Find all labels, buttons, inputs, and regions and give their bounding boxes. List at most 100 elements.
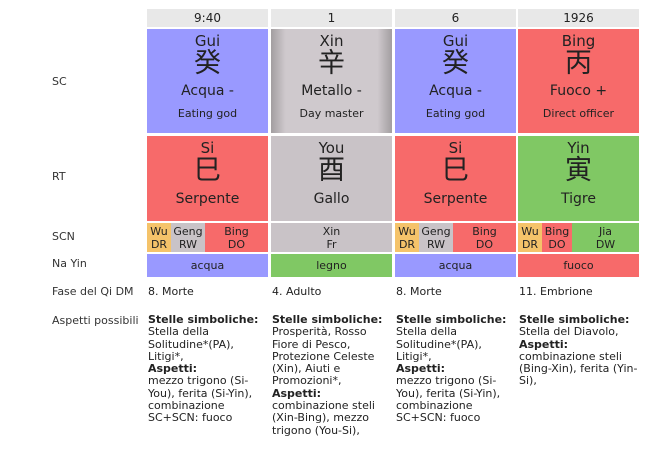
scn-stem: Bing [224,225,249,238]
aspetti-year: Stelle simboliche: Stella del Diavolo, A… [519,313,641,388]
row-label-sc: SC [52,75,67,88]
scn-role: RW [426,238,446,251]
sc-hanzi: 辛 [318,48,345,79]
row-label-aspetti: Aspetti possibili [52,314,139,327]
row-label-nayin: Na Yin [52,257,87,270]
row-label-rt: RT [52,170,66,183]
sc-hanzi: 丙 [565,48,592,79]
scn-stem: Jia [598,225,613,238]
scn-role: Fr [326,238,337,251]
scn-month-item-1: Geng RW [419,223,453,252]
sc-element: Fuoco + [549,83,608,99]
fase-month: 8. Morte [396,285,442,298]
scn-year-item-2: Jia DW [572,223,639,252]
scn-role: DR [150,238,168,251]
scn-role: DO [548,238,566,251]
rt-animal: Serpente [423,191,488,207]
sc-element: Metallo - [301,83,362,99]
aspetti-list: mezzo trigono (Si-You), ferita (Si-Yin),… [396,374,501,425]
row-label-fase: Fase del Qi DM [52,285,134,298]
fase-year: 11. Embrione [519,285,593,298]
column-header-year: 1926 [518,9,639,27]
fase-day: 4. Adulto [272,285,322,298]
scn-hour-item-0: Wu DR [147,223,171,252]
scn-hour-item-1: Geng RW [171,223,205,252]
rt-animal: Tigre [561,191,596,207]
rt-cell-day: You 酉 Gallo [271,136,392,221]
rt-hanzi: 巳 [194,155,221,186]
sc-cell-month: Gui 癸 Acqua - Eating god [395,29,516,133]
stelle-title: Stelle simboliche: [519,313,630,326]
sc-cell-hour: Gui 癸 Acqua - Eating god [147,29,268,133]
sc-role: Direct officer [542,107,615,120]
fase-hour: 8. Morte [148,285,194,298]
sc-pinyin: Gui [442,32,469,50]
rt-animal: Serpente [175,191,240,207]
scn-year-item-0: Wu DR [518,223,542,252]
sc-hanzi: 癸 [194,48,221,79]
nayin-hour: acqua [147,254,268,277]
sc-role: Eating god [425,107,486,120]
scn-year-item-1: Bing DO [542,223,572,252]
nayin-day: legno [271,254,392,277]
aspetti-list: mezzo trigono (Si-You), ferita (Si-Yin),… [148,374,253,425]
scn-hour-item-2: Bing DO [205,223,268,252]
sc-element: Acqua - [181,83,234,99]
aspetti-title: Aspetti: [148,362,198,376]
rt-hanzi: 寅 [565,155,592,186]
sc-role: Eating god [177,107,238,120]
rt-animal: Gallo [313,191,350,207]
scn-stem: Xin [322,225,341,238]
stelle-title: Stelle simboliche: [396,313,507,326]
aspetti-hour: Stelle simboliche: Stella della Solitudi… [148,313,270,425]
rt-cell-year: Yin 寅 Tigre [518,136,639,221]
scn-role: DO [227,238,246,251]
column-header-day: 1 [271,9,392,27]
sc-cell-year: Bing 丙 Fuoco + Direct officer [518,29,639,133]
column-header-month: 6 [395,9,516,27]
scn-stem: Wu [398,225,416,238]
scn-stem: Geng [173,225,203,238]
rt-hanzi: 酉 [318,155,345,186]
rt-pinyin: Si [448,139,463,157]
stelle-list: Stella del Diavolo, [519,325,619,339]
scn-month-item-0: Wu DR [395,223,419,252]
stelle-title: Stelle simboliche: [148,313,259,326]
rt-pinyin: Yin [567,139,590,157]
aspetti-list: combinazione steli (Bing-Xin), ferita (Y… [519,349,638,388]
scn-role: DW [595,238,616,251]
scn-stem: Geng [421,225,451,238]
sc-role: Day master [299,107,364,120]
rt-cell-hour: Si 巳 Serpente [147,136,268,221]
aspetti-title: Aspetti: [272,386,322,400]
nayin-month: acqua [395,254,516,277]
rt-pinyin: Si [200,139,215,157]
row-label-scn: SCN [52,230,75,243]
scn-day-item-0: Xin Fr [271,223,392,252]
aspetti-list: combinazione steli (Xin-Bing), mezzo tri… [272,399,375,437]
scn-stem: Wu [521,225,539,238]
aspetti-title: Aspetti: [396,362,446,376]
column-header-hour: 9:40 [147,9,268,27]
nayin-year: fuoco [518,254,639,277]
stelle-list: Stella della Solitudine*(PA), Litigi*, [148,325,234,363]
sc-pinyin: Xin [319,32,344,50]
stelle-list: Stella della Solitudine*(PA), Litigi*, [396,325,482,363]
scn-role: DR [398,238,416,251]
stelle-list: Prosperità, Rosso Fiore di Pesco, Protez… [272,325,375,388]
scn-month-item-2: Bing DO [453,223,516,252]
rt-cell-month: Si 巳 Serpente [395,136,516,221]
sc-element: Acqua - [429,83,482,99]
aspetti-month: Stelle simboliche: Stella della Solitudi… [396,313,518,425]
aspetti-day: Stelle simboliche: Prosperità, Rosso Fio… [272,313,394,437]
rt-pinyin: You [318,139,345,157]
sc-cell-day: Xin 辛 Metallo - Day master [271,29,392,133]
stelle-title: Stelle simboliche: [272,313,383,326]
rt-hanzi: 巳 [442,155,469,186]
scn-stem: Bing [472,225,497,238]
sc-pinyin: Gui [194,32,221,50]
aspetti-title: Aspetti: [519,337,569,351]
scn-role: DO [475,238,494,251]
sc-pinyin: Bing [561,32,596,50]
sc-hanzi: 癸 [442,48,469,79]
